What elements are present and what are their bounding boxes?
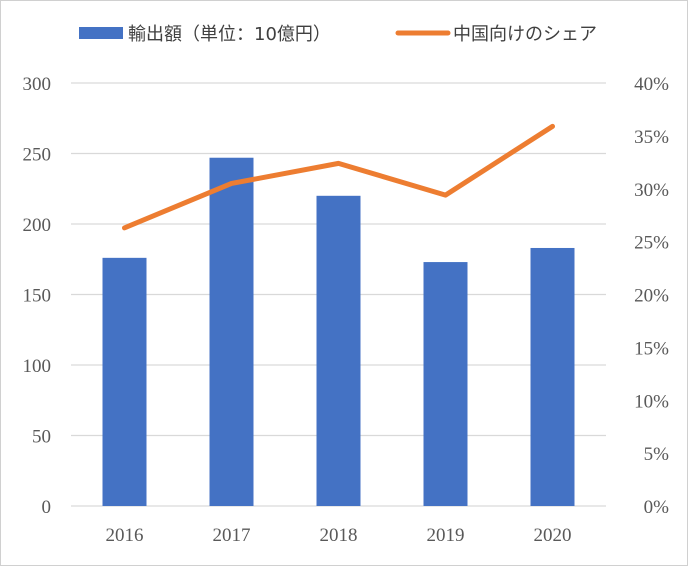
x-axis-tick-label: 2018 [320, 525, 358, 546]
left-axis-tick-label: 200 [23, 215, 52, 236]
right-axis-tick-label: 40% [634, 74, 669, 95]
x-axis-tick-label: 2019 [427, 525, 465, 546]
right-axis-tick-label: 25% [634, 233, 669, 254]
left-axis-tick-label: 150 [23, 286, 52, 307]
right-axis-ticks: 0% 5% 10% 15% 20% 25% 30% 35% 40% [634, 74, 669, 518]
left-axis-ticks: 0 50 100 150 200 250 300 [23, 74, 52, 518]
left-axis-tick-label: 100 [23, 356, 52, 377]
right-axis-tick-label: 15% [634, 338, 669, 359]
legend: 輸出額（単位：10億円） 中国向けのシェア [79, 24, 597, 45]
legend-label-share: 中国向けのシェア [453, 24, 597, 45]
bar-2016 [103, 258, 147, 506]
x-axis-ticks: 2016 2017 2018 2019 2020 [106, 525, 572, 546]
x-axis-tick-label: 2017 [213, 525, 251, 546]
left-axis-tick-label: 300 [23, 74, 52, 95]
legend-swatch-bar [79, 27, 123, 39]
bar-2019 [424, 262, 468, 506]
x-axis-tick-label: 2020 [534, 525, 572, 546]
left-axis-tick-label: 250 [23, 145, 52, 166]
bar-2018 [317, 196, 361, 506]
right-axis-tick-label: 30% [634, 180, 669, 201]
x-axis-tick-label: 2016 [106, 525, 144, 546]
right-axis-tick-label: 20% [634, 286, 669, 307]
bar-2017 [210, 158, 254, 506]
left-axis-tick-label: 0 [42, 497, 52, 518]
legend-label-export: 輸出額（単位：10億円） [128, 24, 331, 45]
right-axis-tick-label: 35% [634, 127, 669, 148]
right-axis-tick-label: 10% [634, 391, 669, 412]
right-axis-tick-label: 0% [644, 497, 670, 518]
right-axis-tick-label: 5% [644, 444, 670, 465]
bar-2020 [531, 248, 575, 506]
left-axis-tick-label: 50 [32, 427, 51, 448]
